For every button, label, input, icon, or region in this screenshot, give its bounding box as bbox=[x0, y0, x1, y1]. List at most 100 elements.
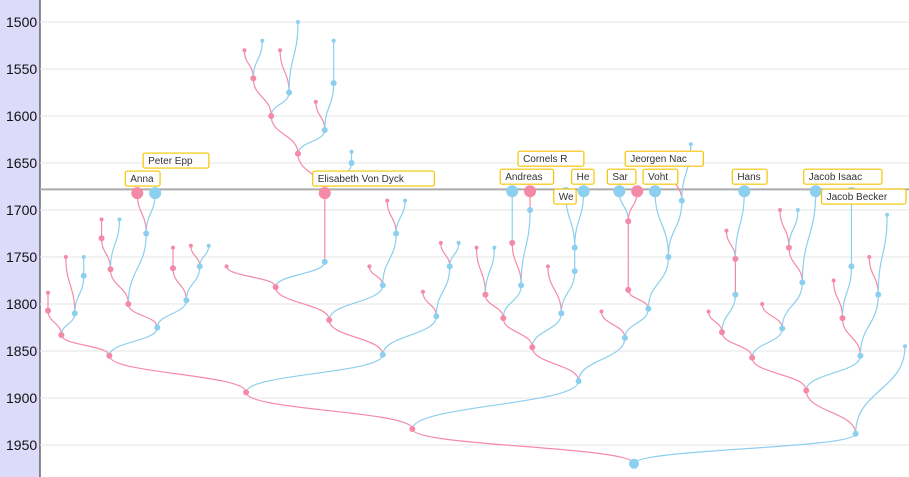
person-node[interactable] bbox=[446, 263, 453, 270]
person-label[interactable]: Sar bbox=[606, 168, 637, 185]
person-node[interactable] bbox=[571, 268, 578, 275]
person-node[interactable] bbox=[474, 245, 479, 250]
person-node[interactable] bbox=[81, 255, 86, 259]
person-node-highlighted[interactable] bbox=[131, 187, 144, 200]
person-node[interactable] bbox=[71, 310, 78, 317]
person-node[interactable] bbox=[272, 284, 279, 291]
person-node[interactable] bbox=[379, 351, 386, 358]
person-node[interactable] bbox=[500, 315, 507, 322]
person-node[interactable] bbox=[106, 352, 113, 359]
person-node[interactable] bbox=[98, 235, 105, 242]
person-node[interactable] bbox=[706, 309, 711, 314]
person-node[interactable] bbox=[545, 264, 550, 269]
person-node[interactable] bbox=[558, 310, 565, 317]
person-label[interactable]: Cornels R bbox=[517, 150, 585, 167]
person-node[interactable] bbox=[779, 325, 786, 332]
person-node[interactable] bbox=[509, 239, 516, 246]
person-node-highlighted[interactable] bbox=[613, 185, 626, 198]
person-node[interactable] bbox=[188, 243, 193, 248]
person-node[interactable] bbox=[313, 99, 318, 104]
person-node[interactable] bbox=[367, 264, 372, 269]
person-node-highlighted[interactable] bbox=[631, 185, 644, 198]
person-node[interactable] bbox=[196, 263, 203, 270]
person-label[interactable]: Voht bbox=[642, 168, 679, 185]
person-node[interactable] bbox=[117, 217, 122, 222]
person-node[interactable] bbox=[688, 142, 693, 147]
person-node-highlighted[interactable] bbox=[738, 185, 751, 198]
person-node[interactable] bbox=[599, 309, 604, 314]
person-node[interactable] bbox=[321, 127, 328, 134]
person-node[interactable] bbox=[379, 282, 386, 289]
person-node[interactable] bbox=[438, 240, 443, 245]
person-label[interactable]: Hans bbox=[731, 168, 768, 185]
person-node[interactable] bbox=[885, 212, 890, 217]
person-node[interactable] bbox=[278, 48, 283, 53]
person-node[interactable] bbox=[393, 230, 400, 237]
person-node[interactable] bbox=[795, 208, 800, 212]
person-label[interactable]: He bbox=[571, 168, 595, 185]
person-node[interactable] bbox=[621, 334, 628, 341]
person-node-highlighted[interactable] bbox=[809, 185, 822, 198]
person-node[interactable] bbox=[482, 291, 489, 298]
person-node-highlighted[interactable] bbox=[524, 185, 537, 198]
person-node[interactable] bbox=[80, 272, 87, 279]
person-node[interactable] bbox=[385, 198, 390, 203]
person-node[interactable] bbox=[678, 197, 685, 204]
person-node[interactable] bbox=[403, 198, 408, 203]
person-node[interactable] bbox=[154, 324, 161, 331]
person-node[interactable] bbox=[785, 244, 792, 251]
person-node[interactable] bbox=[250, 75, 257, 82]
person-node[interactable] bbox=[206, 243, 211, 248]
person-node[interactable] bbox=[852, 430, 859, 437]
person-node[interactable] bbox=[294, 150, 301, 157]
person-node[interactable] bbox=[848, 263, 855, 270]
person-node[interactable] bbox=[107, 266, 114, 273]
person-node[interactable] bbox=[867, 255, 872, 259]
person-node[interactable] bbox=[665, 254, 672, 260]
person-node[interactable] bbox=[260, 38, 265, 43]
person-node[interactable] bbox=[732, 291, 739, 298]
person-node[interactable] bbox=[330, 80, 337, 87]
person-node[interactable] bbox=[492, 245, 497, 250]
person-node[interactable] bbox=[571, 244, 578, 251]
person-node[interactable] bbox=[348, 160, 355, 166]
person-node[interactable] bbox=[268, 113, 275, 119]
person-label[interactable]: Elisabeth Von Dyck bbox=[312, 170, 435, 187]
person-node[interactable] bbox=[625, 218, 632, 225]
person-node-highlighted[interactable] bbox=[149, 187, 162, 200]
person-label[interactable]: Peter Epp bbox=[142, 152, 210, 169]
person-node[interactable] bbox=[433, 313, 440, 320]
person-node[interactable] bbox=[170, 245, 175, 250]
person-node[interactable] bbox=[63, 255, 68, 259]
person-node[interactable] bbox=[857, 352, 864, 359]
person-node[interactable] bbox=[831, 278, 836, 283]
person-label[interactable]: Jacob Becker bbox=[820, 188, 907, 205]
person-node[interactable] bbox=[803, 387, 810, 394]
person-node[interactable] bbox=[749, 354, 756, 361]
person-node[interactable] bbox=[527, 207, 534, 213]
person-node[interactable] bbox=[295, 20, 300, 24]
person-node[interactable] bbox=[903, 344, 907, 349]
person-node-highlighted[interactable] bbox=[649, 185, 662, 198]
person-node[interactable] bbox=[839, 315, 846, 322]
person-node[interactable] bbox=[243, 389, 250, 396]
person-node[interactable] bbox=[349, 149, 354, 154]
person-node[interactable] bbox=[875, 291, 882, 298]
person-node[interactable] bbox=[575, 378, 582, 385]
person-node[interactable] bbox=[628, 458, 639, 469]
person-node[interactable] bbox=[760, 302, 765, 306]
person-label[interactable]: Jacob Isaac bbox=[803, 168, 883, 185]
person-node[interactable] bbox=[169, 265, 176, 272]
person-node[interactable] bbox=[518, 282, 525, 289]
person-node[interactable] bbox=[286, 89, 293, 96]
person-node[interactable] bbox=[224, 264, 229, 269]
person-node[interactable] bbox=[45, 307, 51, 314]
person-node[interactable] bbox=[420, 289, 425, 294]
person-node[interactable] bbox=[242, 48, 247, 53]
person-node[interactable] bbox=[732, 255, 739, 262]
person-label[interactable]: We bbox=[553, 188, 577, 205]
person-node[interactable] bbox=[799, 279, 806, 286]
person-node[interactable] bbox=[778, 208, 783, 212]
person-node[interactable] bbox=[46, 290, 50, 295]
person-label[interactable]: Anna bbox=[124, 170, 161, 187]
